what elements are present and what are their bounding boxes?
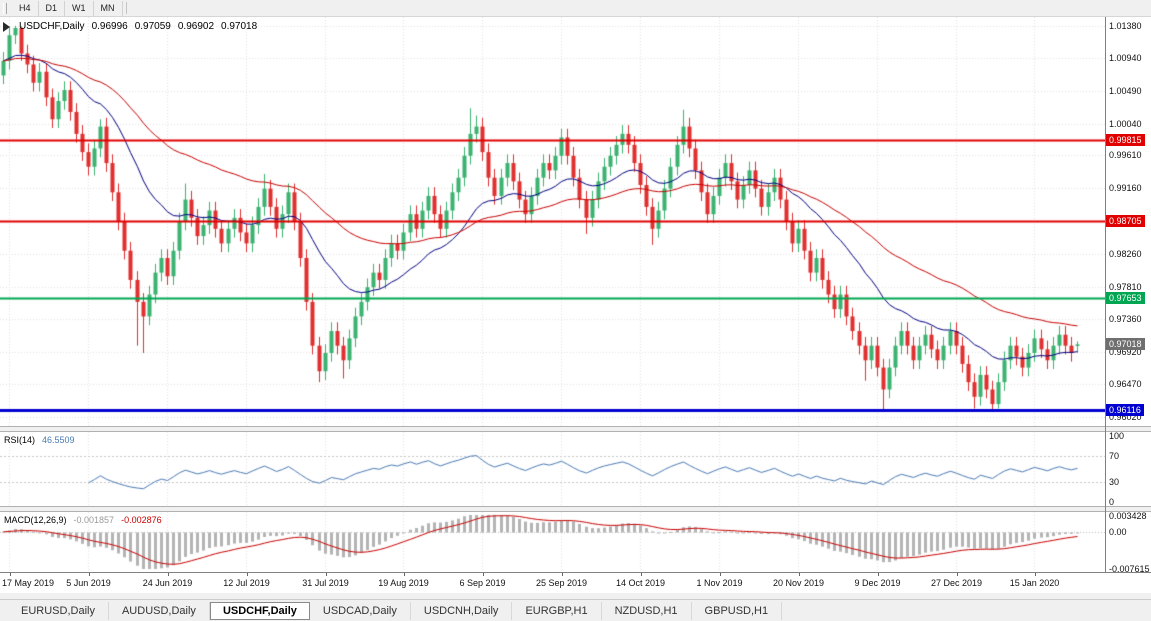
rsi-axis-label: 100	[1109, 431, 1125, 441]
one-click-trading-arrow[interactable]	[3, 21, 10, 32]
rsi-indicator-label: RSI(14) 46.5509	[4, 435, 75, 445]
date-label: 27 Dec 2019	[930, 578, 983, 588]
date-label: 20 Nov 2019	[772, 578, 825, 588]
time-axis-tick	[246, 573, 248, 576]
macd-main-value: -0.001857	[73, 515, 115, 525]
time-axis-tick	[1034, 573, 1036, 576]
open-value: 0.96996	[91, 21, 128, 32]
low-value: 0.96902	[177, 21, 215, 32]
date-label: 12 Jul 2019	[223, 578, 270, 588]
price-axis-label: 0.96470	[1109, 379, 1142, 390]
rsi-axis-label: 70	[1109, 450, 1120, 461]
time-axis-tick	[325, 573, 327, 576]
close-value: 0.97018	[221, 21, 258, 32]
rsi-name: RSI(14)	[4, 435, 36, 445]
time-axis-tick	[167, 573, 169, 576]
price-axis-label: 0.99160	[1109, 182, 1142, 193]
rsi-axis-label: 30	[1109, 477, 1120, 488]
time-axis-tick	[9, 573, 11, 576]
date-label: 31 Jul 2019	[302, 578, 349, 588]
date-label: 25 Sep 2019	[535, 578, 588, 588]
macd-panel-canvas[interactable]	[0, 512, 1105, 572]
time-axis-tick	[877, 573, 879, 576]
macd-axis-label: 0.00	[1109, 526, 1127, 537]
time-axis-tick	[561, 573, 563, 576]
price-axis-label: 1.00940	[1109, 52, 1142, 63]
chart-tab-audusd[interactable]: AUDUSD,Daily	[109, 601, 210, 620]
chart-tab-eurusd[interactable]: EURUSD,Daily	[8, 601, 109, 620]
price-axis-label: 1.00490	[1109, 85, 1142, 96]
support-level-badge: 0.96116	[1106, 404, 1144, 417]
price-axis-label: 0.97810	[1109, 281, 1142, 292]
chart-tab-bar: EURUSD,Daily AUDUSD,Daily USDCHF,Daily USDC…	[0, 599, 1151, 621]
toolbar-separator	[125, 2, 127, 14]
symbol-label: USDCHF,Daily	[19, 21, 85, 32]
date-label: 9 Dec 2019	[854, 578, 901, 588]
time-axis-tick	[482, 573, 484, 576]
timeframe-button-mn[interactable]: MN	[94, 0, 123, 16]
price-axis-label: 1.00040	[1109, 118, 1142, 129]
chart-tab-usdcnh[interactable]: USDCNH,Daily	[411, 601, 513, 620]
price-axis-label: 0.96020	[1109, 412, 1142, 423]
chart-tab-gbpusd[interactable]: GBPUSD,H1	[692, 601, 783, 620]
date-label: 15 Jan 2020	[1009, 578, 1060, 588]
time-axis-tick	[956, 573, 958, 576]
price-axis-label: 0.98260	[1109, 248, 1142, 259]
date-label: 24 Jun 2019	[142, 578, 193, 588]
timeframe-toolbar: H4 D1 W1 MN	[12, 0, 123, 16]
price-axis-border	[1105, 17, 1106, 572]
panel-separator[interactable]	[0, 506, 1151, 512]
current-price-badge: 0.97018	[1106, 338, 1145, 351]
top-toolbar: H4 D1 W1 MN	[0, 0, 1151, 17]
price-axis-label: 0.99610	[1109, 150, 1142, 161]
panel-separator[interactable]	[0, 426, 1151, 432]
chart-area: USDCHF,Daily 0.96996 0.97059 0.96902 0.9…	[0, 17, 1151, 593]
time-axis-tick	[403, 573, 405, 576]
date-label: 17 May 2019	[2, 578, 55, 588]
toolbar-grip[interactable]	[3, 2, 7, 14]
high-value: 0.97059	[134, 21, 171, 32]
support-level-badge: 0.97653	[1106, 291, 1145, 304]
rsi-current-value: 46.5509	[42, 435, 75, 445]
time-axis-tick	[640, 573, 642, 576]
date-label: 5 Jun 2019	[66, 578, 111, 588]
time-axis[interactable]: 17 May 2019 5 Jun 2019 24 Jun 2019 12 Jul 2…	[0, 572, 1151, 593]
rsi-panel-canvas[interactable]	[0, 432, 1105, 506]
date-label: 19 Aug 2019	[378, 578, 429, 588]
price-axis-label: 0.97360	[1109, 314, 1142, 325]
price-axis-label: 0.96920	[1109, 346, 1142, 357]
chart-tab-nzdusd[interactable]: NZDUSD,H1	[602, 601, 692, 620]
resistance-level-badge: 0.98705	[1106, 215, 1145, 228]
time-axis-tick	[88, 573, 90, 576]
chart-tab-usdchf[interactable]: USDCHF,Daily	[209, 601, 310, 620]
macd-axis-label: 0.003428	[1109, 511, 1147, 521]
date-label: 1 Nov 2019	[696, 578, 743, 588]
macd-indicator-label: MACD(12,26,9) -0.001857 -0.002876	[4, 515, 162, 525]
price-axis-label: 1.01380	[1109, 20, 1142, 31]
date-label: 6 Sep 2019	[459, 578, 506, 588]
date-label: 14 Oct 2019	[615, 578, 666, 588]
main-chart-canvas[interactable]	[0, 17, 1105, 426]
time-axis-tick	[719, 573, 721, 576]
macd-signal-value: -0.002876	[121, 515, 162, 525]
macd-name: MACD(12,26,9)	[4, 515, 67, 525]
timeframe-button-w1[interactable]: W1	[65, 0, 94, 16]
ohlc-info: USDCHF,Daily 0.96996 0.97059 0.96902 0.9…	[3, 21, 257, 32]
time-axis-tick	[798, 573, 800, 576]
timeframe-button-d1[interactable]: D1	[39, 0, 66, 16]
chart-tab-usdcad[interactable]: USDCAD,Daily	[310, 601, 411, 620]
resistance-level-badge: 0.99815	[1106, 134, 1145, 147]
chart-tab-eurgbp[interactable]: EURGBP,H1	[512, 601, 602, 620]
timeframe-button-h4[interactable]: H4	[12, 0, 39, 16]
